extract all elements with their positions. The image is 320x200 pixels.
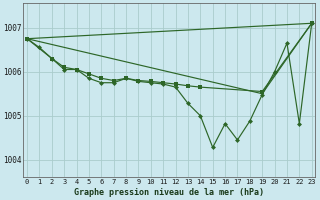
X-axis label: Graphe pression niveau de la mer (hPa): Graphe pression niveau de la mer (hPa) <box>74 188 264 197</box>
